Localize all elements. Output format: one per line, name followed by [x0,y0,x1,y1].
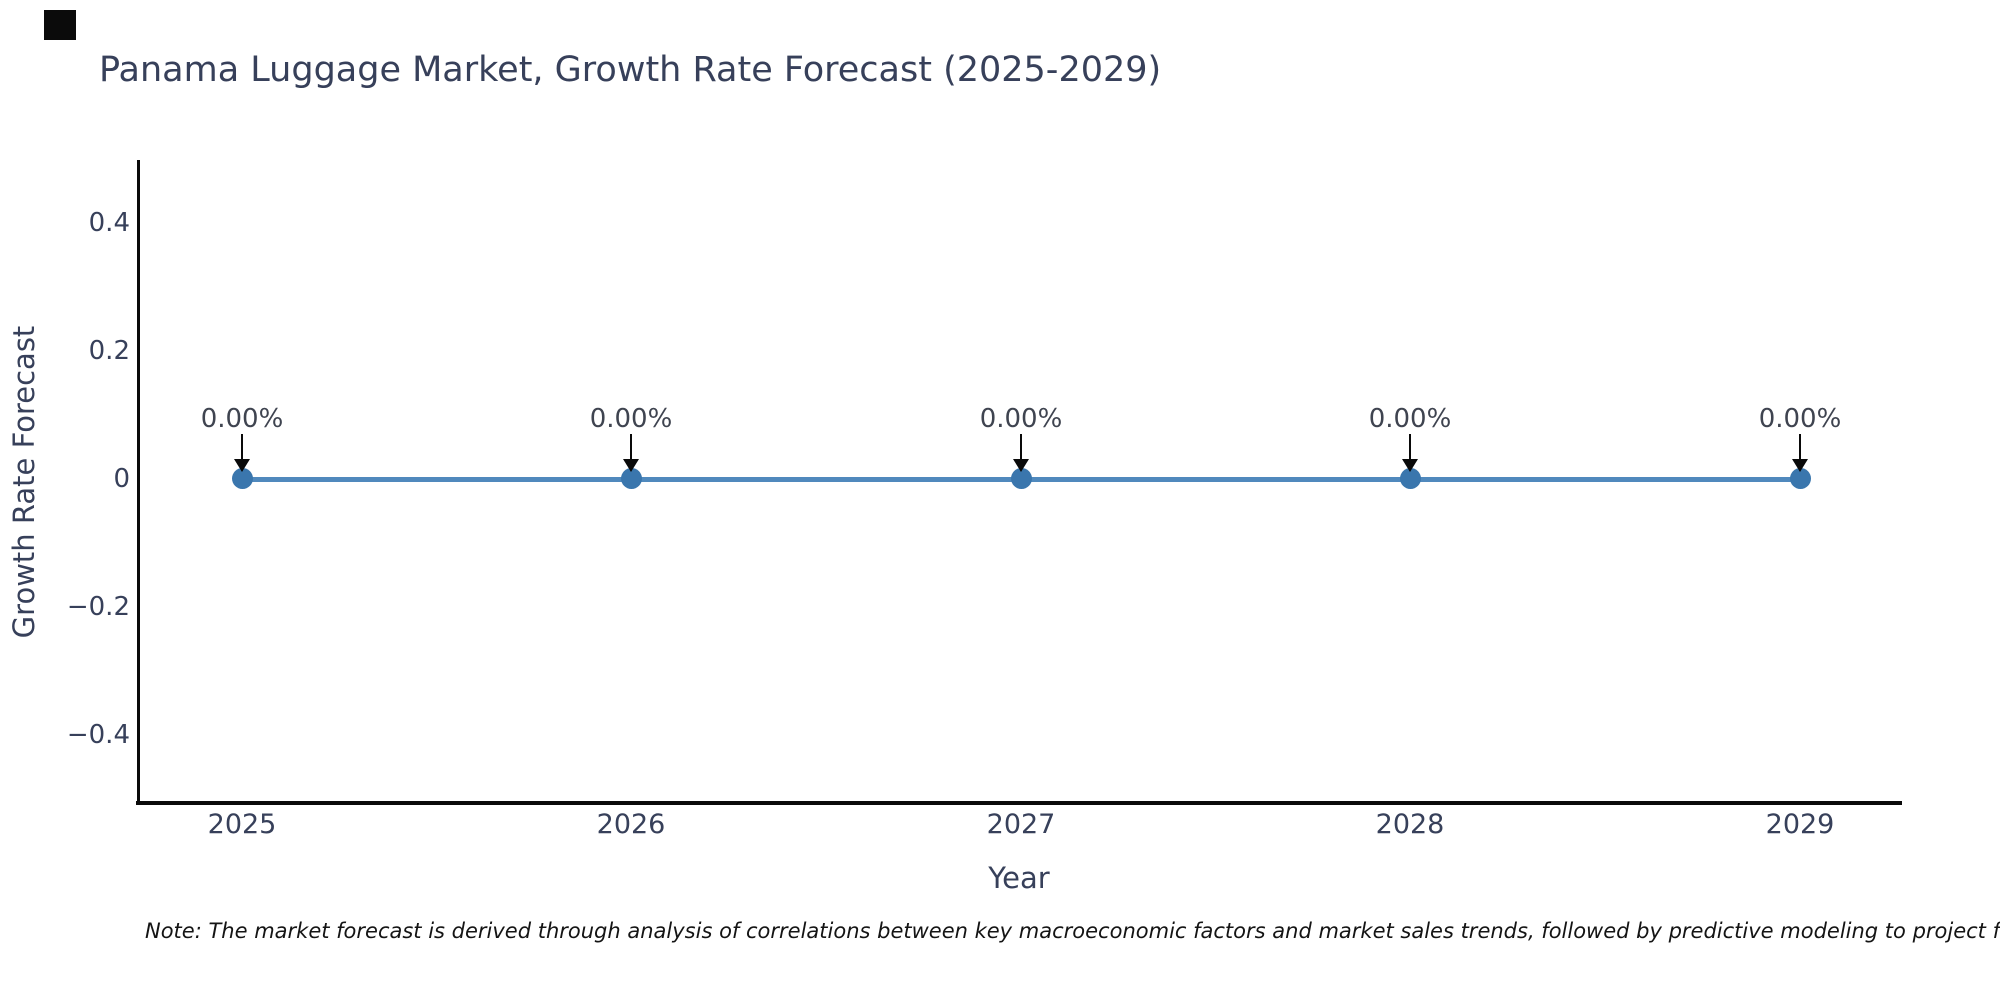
x-axis-spine [136,801,1902,805]
y-axis-spine [137,160,140,804]
x-tick-label: 2025 [207,809,277,840]
data-point-2028 [1400,468,1421,489]
y-tick-label: 0 [113,464,130,494]
footnote-text: Note: The market forecast is derived thr… [145,919,2000,943]
point-value-label: 0.00% [1368,404,1452,434]
y-tick-label: 0.4 [88,208,130,238]
x-tick-label: 2029 [1765,809,1835,840]
annotation-arrow-shaft [1020,434,1022,459]
x-axis-title: Year [988,861,1050,895]
x-tick-label: 2026 [596,809,666,840]
data-point-2029 [1790,468,1811,489]
point-value-label: 0.00% [979,404,1063,434]
annotation-arrowhead-icon [1402,459,1418,472]
data-point-2027 [1011,468,1032,489]
annotation-arrow-shaft [630,434,632,459]
point-value-label: 0.00% [200,404,284,434]
annotation-arrow-shaft [241,434,243,459]
data-point-2026 [621,468,642,489]
y-tick-label: −0.4 [66,720,130,750]
annotation-arrow-shaft [1799,434,1801,459]
y-tick-label: 0.2 [88,336,130,366]
annotation-arrowhead-icon [1792,459,1808,472]
point-value-label: 0.00% [589,404,673,434]
y-tick-label: −0.2 [66,592,130,622]
point-value-label: 0.00% [1758,404,1842,434]
x-tick-label: 2027 [986,809,1056,840]
x-tick-label: 2028 [1375,809,1445,840]
black-square-artifact [44,10,76,40]
annotation-arrowhead-icon [234,459,250,472]
data-point-2025 [232,468,253,489]
annotation-arrowhead-icon [1013,459,1029,472]
annotation-arrowhead-icon [623,459,639,472]
chart-title: Panama Luggage Market, Growth Rate Forec… [99,50,1162,90]
annotation-arrow-shaft [1409,434,1411,459]
